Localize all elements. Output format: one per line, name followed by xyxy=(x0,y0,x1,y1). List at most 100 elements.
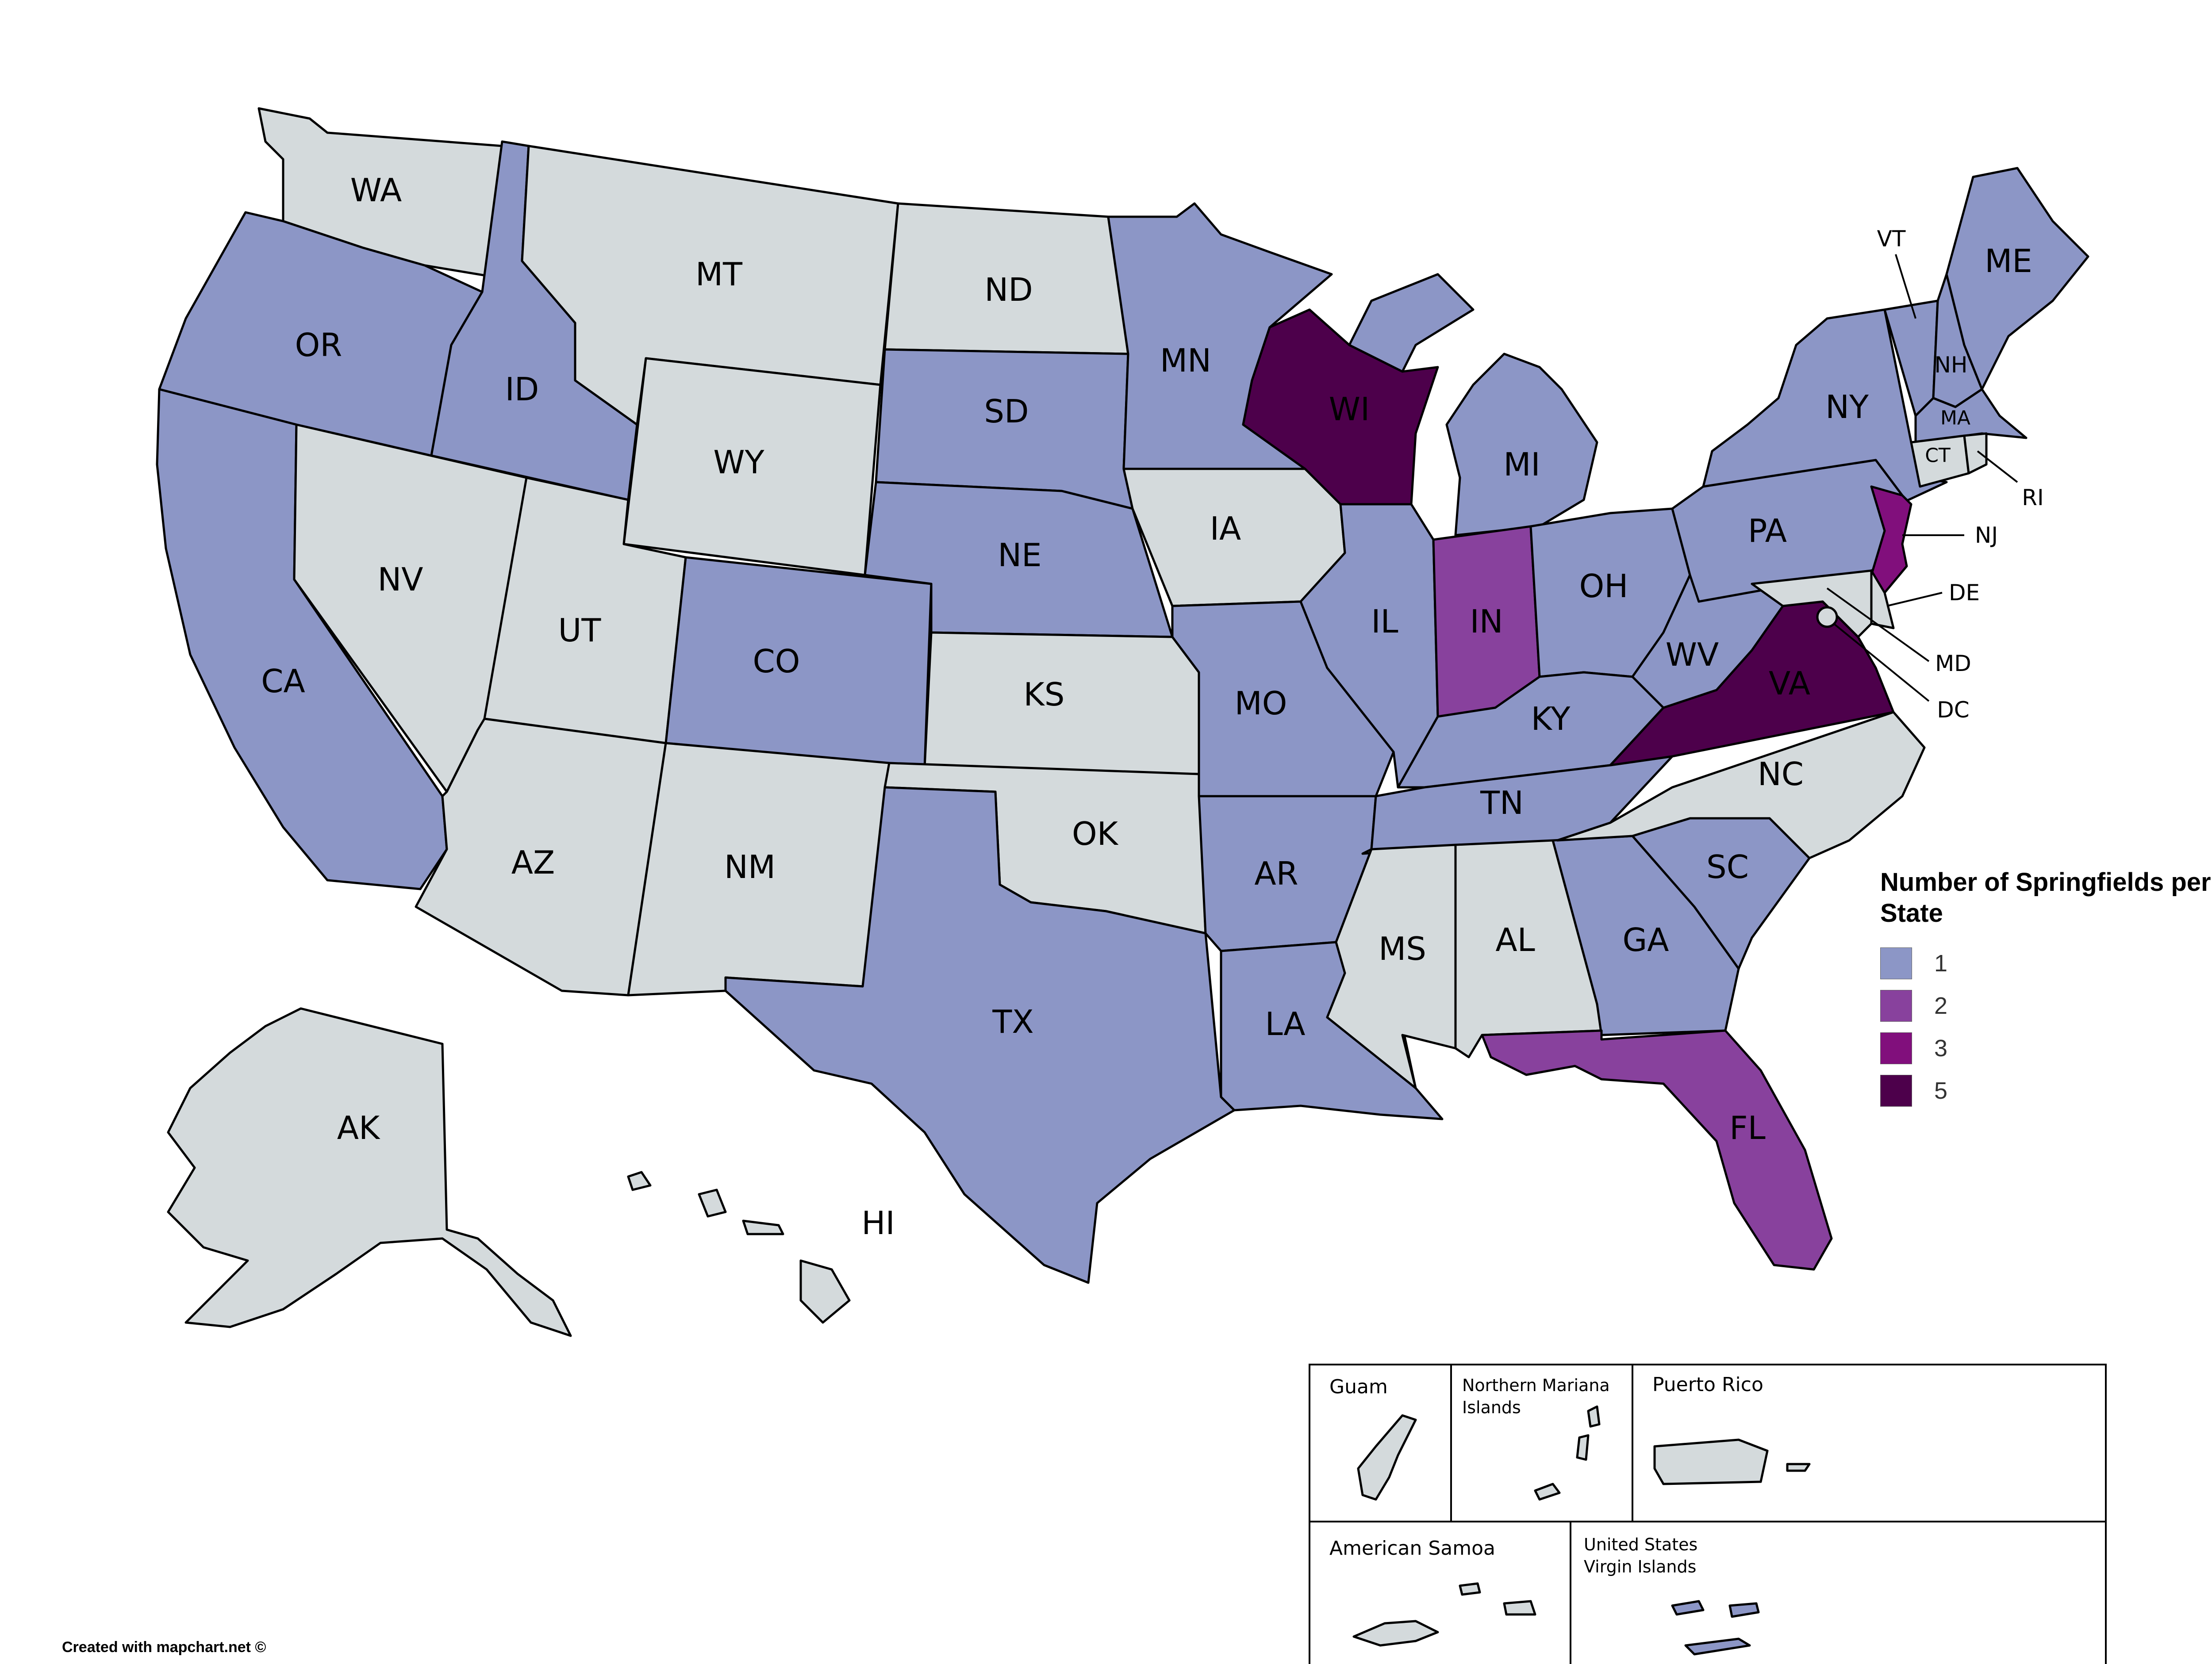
state-label-nc: NC xyxy=(1758,755,1804,793)
state-label-mt: MT xyxy=(695,256,743,293)
legend-swatch-1 xyxy=(1880,947,1912,979)
state-label-ak: AK xyxy=(337,1109,380,1146)
state-label-la: LA xyxy=(1265,1005,1305,1043)
state-label-nm: NM xyxy=(724,848,776,886)
territory-mp[interactable] xyxy=(1534,1405,1601,1501)
state-label-nd: ND xyxy=(984,271,1033,308)
inset-label-guam: Guam xyxy=(1329,1376,1388,1398)
leader-dc xyxy=(1833,623,1930,702)
leader-de xyxy=(1886,592,1943,607)
state-label-oh: OH xyxy=(1579,567,1628,605)
state-label-fl: FL xyxy=(1729,1109,1766,1146)
legend-label: 3 xyxy=(1934,1035,1948,1062)
state-label-ri: RI xyxy=(2022,485,2044,510)
state-label-ia: IA xyxy=(1210,510,1241,547)
state-label-il: IL xyxy=(1371,603,1398,640)
state-label-ms: MS xyxy=(1379,930,1426,967)
inset-label-mp-2: Islands xyxy=(1462,1398,1521,1417)
state-label-dc: DC xyxy=(1937,697,1969,723)
state-label-id: ID xyxy=(505,371,539,408)
state-label-me: ME xyxy=(1985,242,2032,280)
state-label-mo: MO xyxy=(1235,685,1287,722)
state-label-tn: TN xyxy=(1480,784,1524,821)
territory-insets: Guam Northern Mariana Islands Puerto Ric… xyxy=(1309,1364,2107,1664)
state-label-ok: OK xyxy=(1072,815,1119,852)
insets-frame xyxy=(1309,1364,2107,1664)
state-ri[interactable] xyxy=(1963,432,1988,475)
state-md[interactable] xyxy=(1751,569,1873,638)
state-hi[interactable] xyxy=(627,1171,851,1324)
legend-swatch-5 xyxy=(1880,1075,1912,1107)
legend-swatch-2 xyxy=(1880,990,1912,1022)
state-label-in: IN xyxy=(1470,603,1503,640)
state-label-ar: AR xyxy=(1254,855,1298,892)
state-fl[interactable] xyxy=(1481,1029,1833,1271)
territory-as[interactable] xyxy=(1352,1582,1536,1647)
state-label-ky: KY xyxy=(1531,700,1571,737)
state-label-md: MD xyxy=(1935,651,1971,676)
state-nc[interactable] xyxy=(1556,711,1926,859)
inset-label-vi-1: United States xyxy=(1584,1535,1697,1554)
state-wi[interactable] xyxy=(1242,308,1439,506)
state-label-al: AL xyxy=(1495,921,1535,959)
state-label-ny: NY xyxy=(1825,388,1869,426)
state-label-ga: GA xyxy=(1622,921,1669,959)
state-il[interactable] xyxy=(1299,503,1439,789)
legend-swatch-3 xyxy=(1880,1032,1912,1064)
territory-vi[interactable] xyxy=(1671,1600,1760,1656)
state-label-ca: CA xyxy=(261,663,305,700)
inset-label-pr: Puerto Rico xyxy=(1652,1373,1763,1396)
territory-gu[interactable] xyxy=(1357,1414,1417,1501)
state-label-vt: VT xyxy=(1877,226,1906,252)
state-tx[interactable] xyxy=(724,786,1236,1284)
state-label-ct: CT xyxy=(1925,445,1951,467)
legend-label: 5 xyxy=(1934,1077,1948,1104)
legend-label: 2 xyxy=(1934,993,1948,1019)
state-label-or: OR xyxy=(295,326,342,364)
state-label-ne: NE xyxy=(998,537,1041,574)
state-label-sc: SC xyxy=(1706,848,1749,886)
state-label-ma: MA xyxy=(1940,407,1970,429)
state-label-ks: KS xyxy=(1024,676,1065,713)
state-label-nh: NH xyxy=(1935,352,1968,378)
legend-item: 5 xyxy=(1880,1070,2212,1112)
state-label-mi: MI xyxy=(1503,446,1540,483)
state-label-wi: WI xyxy=(1329,391,1370,428)
legend-title: Number of Springfields per State xyxy=(1880,868,2211,928)
leader-vt xyxy=(1895,254,1916,319)
legend-item: 3 xyxy=(1880,1027,2212,1070)
inset-label-vi-2: Virgin Islands xyxy=(1584,1557,1696,1576)
leader-ri xyxy=(1977,450,2018,483)
state-label-va: VA xyxy=(1769,665,1810,702)
legend-item: 2 xyxy=(1880,985,2212,1027)
state-ak[interactable] xyxy=(167,1007,572,1337)
state-label-wy: WY xyxy=(713,444,764,481)
state-label-sd: SD xyxy=(984,393,1029,430)
state-label-wa: WA xyxy=(350,172,402,209)
state-labels: WA OR CA ID NV MT WY UT AZ CO NM ND SD N… xyxy=(261,172,2044,1242)
state-dc[interactable] xyxy=(1816,606,1838,628)
states-layer xyxy=(156,107,2089,1337)
state-label-pa: PA xyxy=(1748,512,1787,549)
territory-pr[interactable] xyxy=(1653,1438,1811,1485)
legend: Number of Springfields per State 1 2 3 5 xyxy=(1880,867,2212,1112)
state-label-co: CO xyxy=(753,643,800,680)
state-me[interactable] xyxy=(1945,167,2089,391)
inset-label-as: American Samoa xyxy=(1329,1537,1495,1560)
state-label-de: DE xyxy=(1949,580,1980,606)
state-label-mn: MN xyxy=(1160,342,1211,379)
state-nj[interactable] xyxy=(1870,485,1912,594)
state-mi[interactable] xyxy=(1348,273,1598,537)
state-label-ut: UT xyxy=(558,612,602,649)
state-label-az: AZ xyxy=(511,844,555,881)
state-label-wv: WV xyxy=(1666,636,1719,673)
credit-text: Created with mapchart.net © xyxy=(62,1639,266,1656)
state-label-hi: HI xyxy=(861,1204,895,1242)
leader-md xyxy=(1826,587,1930,662)
state-label-tx: TX xyxy=(992,1003,1033,1040)
legend-item: 1 xyxy=(1880,942,2212,985)
state-label-nv: NV xyxy=(377,561,423,598)
legend-label: 1 xyxy=(1934,950,1948,977)
inset-label-mp-1: Northern Mariana xyxy=(1462,1376,1610,1395)
